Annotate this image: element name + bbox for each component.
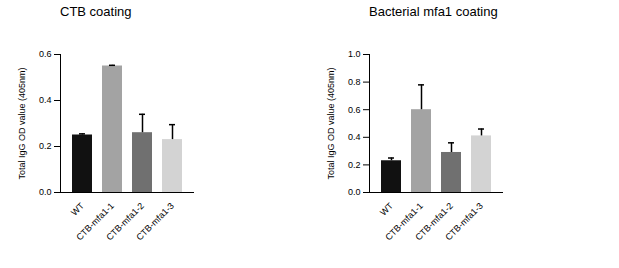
svg-text:WT: WT	[378, 200, 395, 217]
svg-text:Total IgG OD value (405nm): Total IgG OD value (405nm)	[326, 67, 336, 179]
svg-text:0.8: 0.8	[348, 77, 361, 87]
html-text:Bacterial mfa1 coating: Bacterial mfa1 coating	[369, 4, 498, 19]
svg-text:0.0: 0.0	[348, 187, 361, 197]
svg-text:0.4: 0.4	[39, 95, 52, 105]
svg-text:CTB-mfa1-1: CTB-mfa1-1	[74, 200, 116, 243]
svg-text:Total IgG OD value (405nm): Total IgG OD value (405nm)	[17, 67, 27, 179]
svg-text:CTB-mfa1-1: CTB-mfa1-1	[383, 200, 425, 243]
svg-text:CTB-mfa1-3: CTB-mfa1-3	[134, 201, 176, 243]
svg-text:CTB-mfa1-3: CTB-mfa1-3	[443, 201, 485, 243]
svg-text:0.4: 0.4	[348, 132, 361, 142]
svg-text:WT: WT	[69, 200, 86, 217]
svg-text:0.2: 0.2	[39, 141, 52, 151]
svg-text:0.6: 0.6	[39, 49, 52, 59]
svg-text:1.0: 1.0	[348, 49, 361, 59]
svg-text:0.0: 0.0	[39, 187, 52, 197]
svg-text:0.6: 0.6	[348, 105, 361, 115]
svg-text:0.2: 0.2	[348, 160, 361, 170]
html-text:CTB coating: CTB coating	[60, 4, 132, 19]
svg-text:CTB-mfa1-2: CTB-mfa1-2	[104, 200, 146, 243]
svg-text:CTB-mfa1-2: CTB-mfa1-2	[413, 200, 455, 243]
